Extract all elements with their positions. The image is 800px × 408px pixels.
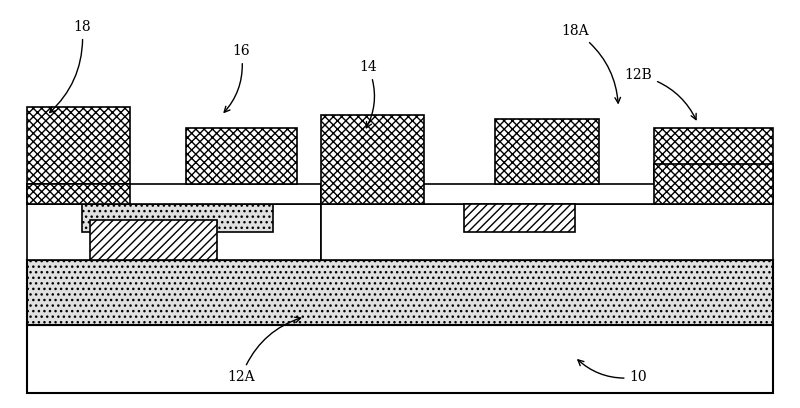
Bar	[654, 128, 774, 184]
Bar	[26, 260, 774, 325]
Text: 14: 14	[359, 60, 377, 128]
Bar	[26, 107, 130, 184]
Bar	[495, 120, 598, 184]
Bar	[26, 184, 321, 204]
Text: 10: 10	[578, 360, 647, 384]
Bar	[82, 204, 273, 232]
Bar	[321, 115, 424, 204]
Text: 16: 16	[224, 44, 250, 112]
Bar	[321, 184, 774, 204]
Text: 18: 18	[50, 20, 91, 113]
Text: 18A: 18A	[561, 24, 621, 103]
Bar	[321, 204, 774, 260]
Bar	[463, 204, 574, 232]
Bar	[654, 164, 774, 204]
Text: 12A: 12A	[227, 317, 301, 384]
Bar	[26, 325, 774, 393]
Text: 12B: 12B	[625, 68, 696, 120]
Bar	[26, 204, 321, 260]
Bar	[186, 128, 297, 184]
Bar	[90, 220, 218, 260]
Bar	[26, 184, 130, 204]
